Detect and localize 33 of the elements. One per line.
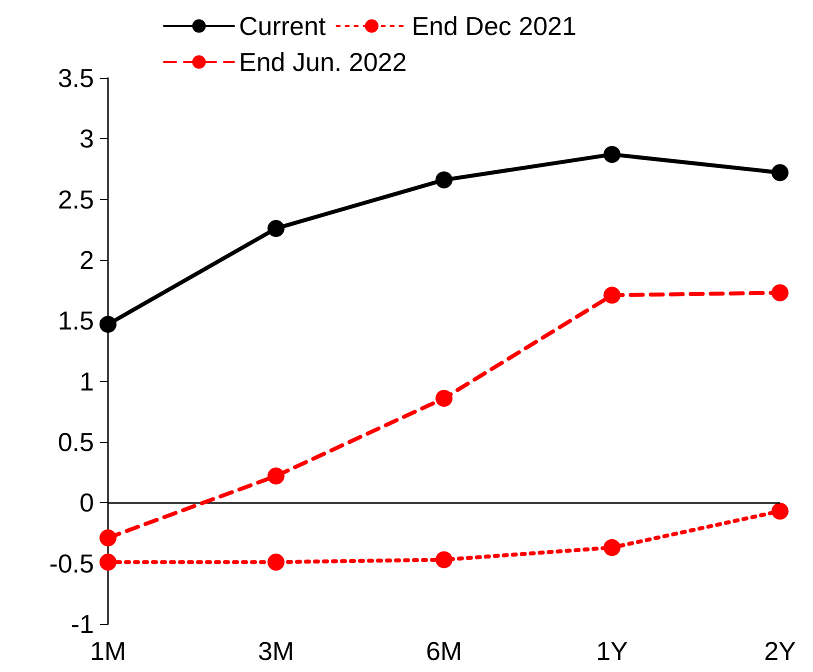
y-tick-label: 0 [80,488,94,518]
y-tick-label: -0.5 [49,548,94,578]
point [268,554,284,571]
y-tick-label: -1 [70,609,94,639]
point [100,554,116,571]
point [268,467,284,484]
x-tick-label: 6M [426,636,462,666]
legend-label: End Jun. 2022 [239,47,407,77]
point [436,390,452,407]
x-tick-label: 2Y [764,636,796,666]
point [604,286,620,304]
point [436,551,452,568]
point [604,539,620,556]
y-tick-label: 0.5 [58,427,94,457]
y-tick-label: 3 [80,124,94,154]
point [772,284,788,302]
legend-label: Current [239,11,326,41]
point [604,146,620,163]
legend-label: End Dec 2021 [412,11,576,41]
x-tick-label: 1Y [596,636,628,666]
x-tick-label: 3M [258,636,294,666]
point [100,529,116,546]
point [100,316,116,333]
point [772,164,788,182]
y-tick-label: 2 [80,245,94,275]
x-tick-label: 1M [90,636,126,666]
y-tick-label: 1 [80,366,94,396]
y-tick-label: 2.5 [58,184,94,214]
point [268,220,284,237]
point [772,502,788,520]
point [436,171,452,188]
y-tick-label: 3.5 [58,63,94,93]
y-tick-label: 1.5 [58,306,94,336]
